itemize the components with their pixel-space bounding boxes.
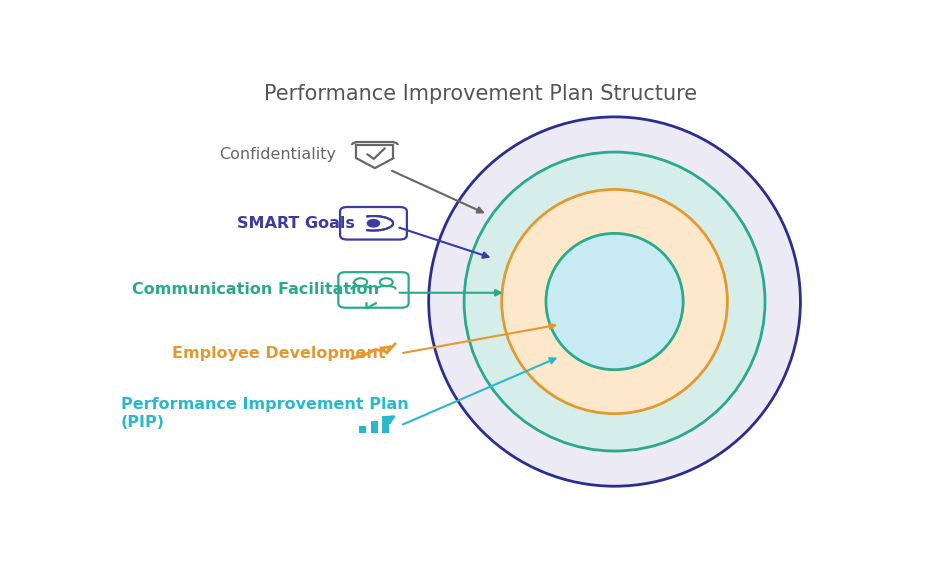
Text: SMART Goals: SMART Goals xyxy=(237,216,355,231)
Bar xyxy=(382,416,388,433)
Ellipse shape xyxy=(463,152,764,451)
Bar xyxy=(358,426,366,433)
Text: Performance Improvement Plan
(PIP): Performance Improvement Plan (PIP) xyxy=(121,397,408,430)
Text: Confidentiality: Confidentiality xyxy=(218,147,335,162)
Ellipse shape xyxy=(429,117,799,486)
Ellipse shape xyxy=(546,234,682,369)
Ellipse shape xyxy=(501,190,726,413)
Text: Employee Development: Employee Development xyxy=(171,346,385,361)
Text: Performance Improvement Plan Structure: Performance Improvement Plan Structure xyxy=(263,84,696,104)
Circle shape xyxy=(367,220,379,227)
Bar xyxy=(371,421,377,433)
Text: Communication Facilitation: Communication Facilitation xyxy=(131,282,378,297)
